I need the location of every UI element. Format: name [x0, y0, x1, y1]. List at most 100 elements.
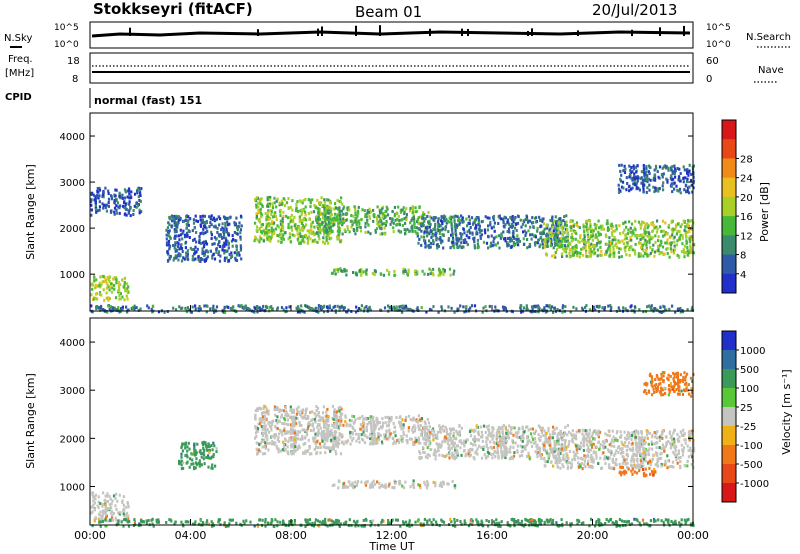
power-cell-f7: [664, 221, 667, 225]
power-cell-f5: [379, 272, 382, 276]
velocity-cell-f2: [292, 422, 295, 426]
velocity-cell-f5: [428, 443, 431, 447]
power-cell-f5: [343, 269, 346, 273]
velocity-cell-f5: [508, 424, 511, 428]
power-cell-f2: [186, 249, 189, 253]
velocity-cell-f2: [325, 439, 328, 443]
velocity-cell-f5: [527, 428, 530, 432]
velocity-cell-f1: [180, 444, 184, 448]
velocity-cell-f3: [412, 443, 415, 446]
power-cell-f4: [417, 216, 420, 220]
power-cell-f0: [119, 283, 122, 287]
power-cell-f7: [661, 251, 664, 255]
velocity-cell-f5: [492, 452, 495, 456]
velocity-cell-f5: [491, 446, 494, 450]
velocity-cell-f2: [309, 423, 312, 427]
velocity-cell-f1: [181, 442, 184, 446]
power-cell-f7: [585, 254, 588, 258]
velocity-cell-f1: [181, 449, 184, 453]
power-cell-f7: [655, 230, 659, 234]
velocity-cell-f3: [376, 441, 379, 444]
velocity-cell-f5: [555, 426, 558, 430]
velocity-cell-f5: [486, 437, 489, 441]
power-cell-f3: [279, 208, 282, 212]
velocity-cell-f2: [323, 432, 326, 436]
power-cell-f3: [302, 217, 305, 221]
power-cell-f6: [451, 229, 454, 233]
velocity-cell-f5: [435, 450, 438, 454]
power-cell-f6: [502, 220, 505, 224]
velocity-cell-f5: [512, 454, 516, 458]
power-cell-f9: [638, 308, 641, 312]
power-cell-f8: [692, 175, 695, 179]
velocity-cell-f5: [565, 445, 568, 449]
velocity-cell-f4: [364, 480, 368, 484]
power-cell-f8: [688, 163, 691, 167]
power-cell-f2: [239, 248, 242, 252]
velocity-cell-f0: [114, 504, 117, 508]
velocity-cell-f0: [100, 517, 103, 521]
power-cell-f7: [572, 251, 575, 255]
power-cell-f6: [434, 228, 437, 232]
velocity-cell-f2: [320, 432, 323, 436]
power-cell-f2: [189, 246, 192, 250]
power-cell-f0: [122, 285, 125, 289]
velocity-cell-f1: [194, 466, 197, 470]
beam-title: Beam 01: [355, 3, 422, 21]
velocity-cell-f5: [565, 447, 568, 451]
power-cell-f4: [324, 217, 327, 221]
power-cell-f7: [546, 245, 549, 248]
velocity-cell-f1: [193, 453, 197, 457]
power-cell-f9: [131, 306, 134, 309]
power-cell-f4: [424, 228, 427, 232]
power-cell-f2: [173, 215, 176, 218]
power-cell-f9: [133, 307, 136, 311]
velocity-cell-f0: [118, 493, 121, 497]
power-cell-f9: [404, 304, 407, 308]
power-cell-f4: [357, 211, 360, 215]
power-cell-f6: [564, 227, 568, 231]
velocity-cell-f3: [351, 414, 354, 418]
power-cell-f3: [309, 237, 312, 241]
power-cell-f5: [393, 269, 396, 273]
velocity-cell-f2: [317, 433, 320, 437]
velocity-cell-f2: [255, 435, 258, 438]
power-cell-f2: [185, 251, 188, 255]
velocity-cell-f2: [296, 417, 299, 420]
power-cell-f6: [416, 234, 419, 238]
power-cell-f7: [654, 250, 657, 254]
power-cell-f2: [174, 234, 177, 238]
velocity-cell-f5: [420, 456, 423, 460]
power-cell-f6: [541, 220, 544, 224]
power-cell-f6: [516, 234, 519, 238]
power-cell-f7: [679, 225, 682, 229]
power-cell-f2: [193, 248, 196, 252]
velocity-cell-f5: [537, 433, 540, 437]
power-cell-f4: [397, 229, 400, 233]
power-cell-f6: [529, 225, 532, 229]
velocity-cell-f5: [451, 442, 454, 446]
velocity-cell-f5: [464, 452, 468, 456]
velocity-cell-f2: [300, 424, 303, 427]
power-cell-f2: [194, 257, 197, 261]
power-cell-f3: [278, 203, 281, 207]
velocity-cell-f5: [507, 433, 510, 437]
power-cell-f7: [562, 231, 565, 235]
velocity-cell-f5: [485, 425, 488, 429]
power-cell-f3: [327, 234, 330, 238]
power-cell-f0: [118, 297, 121, 301]
power-cell-f7: [570, 232, 573, 236]
power-cell-f5: [429, 272, 432, 276]
power-cell-f1: [121, 193, 124, 197]
power-cell-f0: [106, 276, 109, 280]
power-cell-f3: [310, 223, 313, 227]
power-cell-f7: [682, 250, 686, 254]
power-cell-f3: [281, 220, 284, 224]
power-cell-f1: [95, 208, 98, 212]
power-cell-f7: [554, 251, 557, 254]
velocity-cell-f3: [381, 417, 384, 420]
power-cell-f2: [228, 253, 231, 256]
power-cell-f7: [546, 232, 549, 236]
power-cell-f7: [580, 247, 583, 251]
